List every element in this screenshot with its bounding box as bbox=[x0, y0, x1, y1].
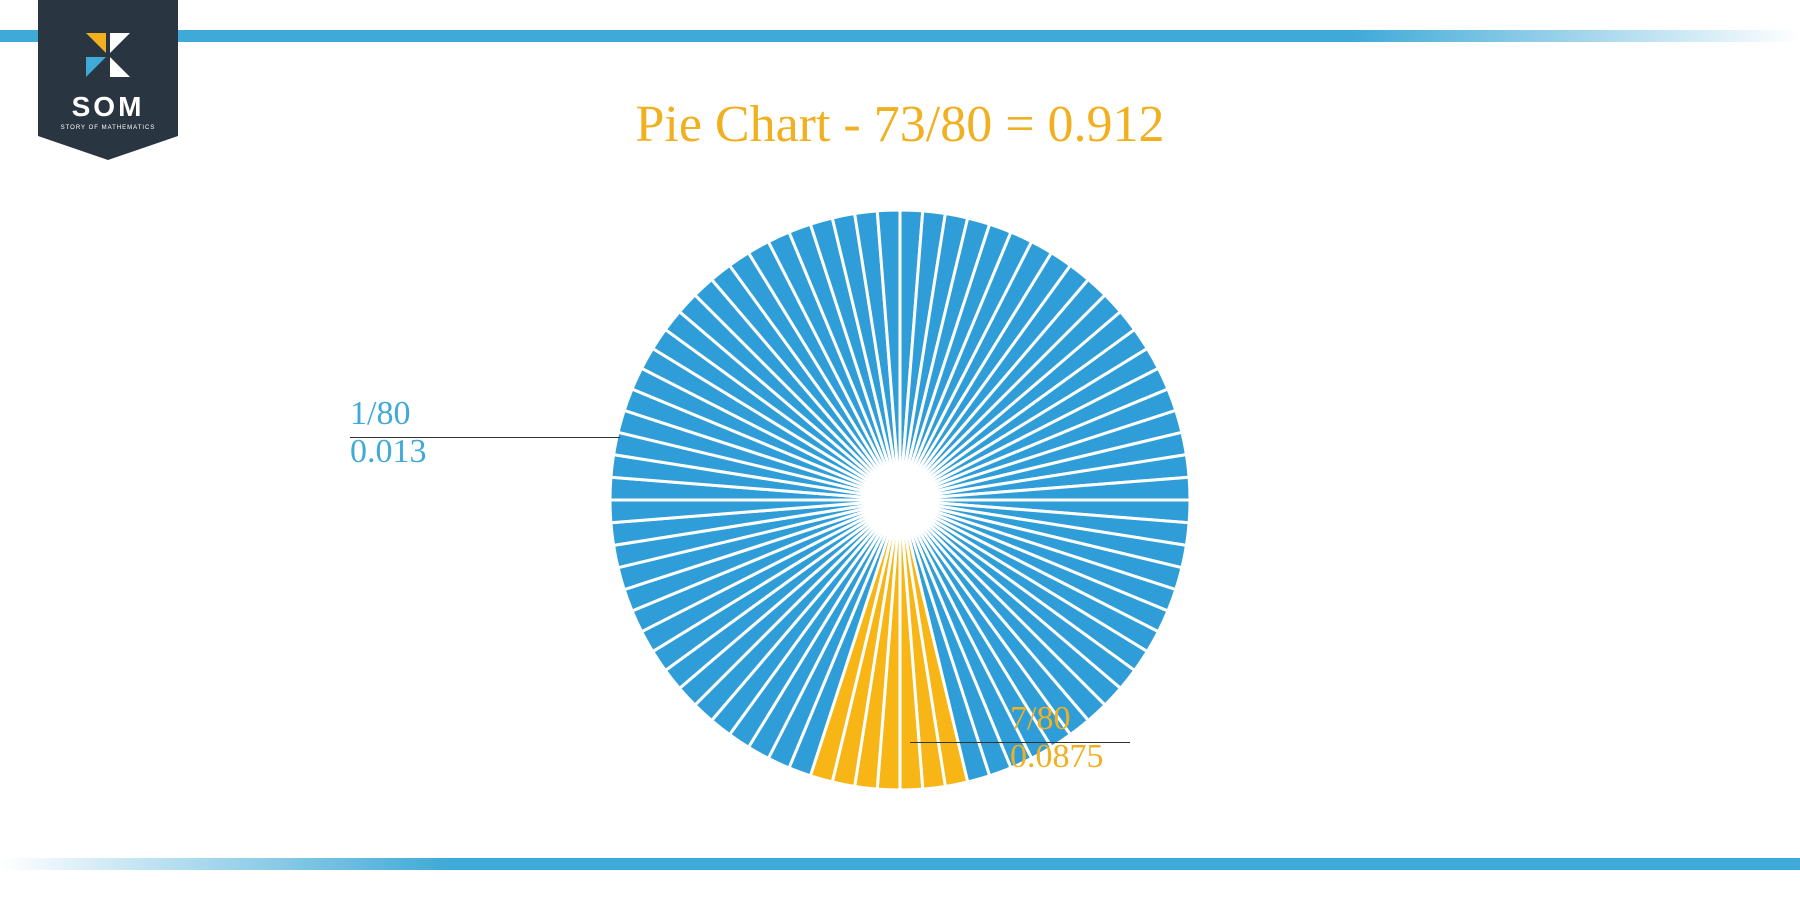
yellow-fraction-label: 7/80 bbox=[1010, 700, 1104, 738]
bottom-accent-bar bbox=[0, 858, 1800, 870]
blue-slice-label: 1/80 0.013 bbox=[350, 395, 427, 471]
yellow-decimal-label: 0.0875 bbox=[1010, 738, 1104, 776]
top-accent-bar bbox=[0, 30, 1800, 42]
blue-decimal-label: 0.013 bbox=[350, 433, 427, 471]
blue-label-line bbox=[350, 437, 620, 438]
chart-title: Pie Chart - 73/80 = 0.912 bbox=[0, 95, 1800, 154]
blue-fraction-label: 1/80 bbox=[350, 395, 427, 433]
logo-icon bbox=[82, 29, 134, 81]
yellow-slice-label: 7/80 0.0875 bbox=[1010, 700, 1104, 776]
yellow-label-line bbox=[910, 742, 1130, 743]
